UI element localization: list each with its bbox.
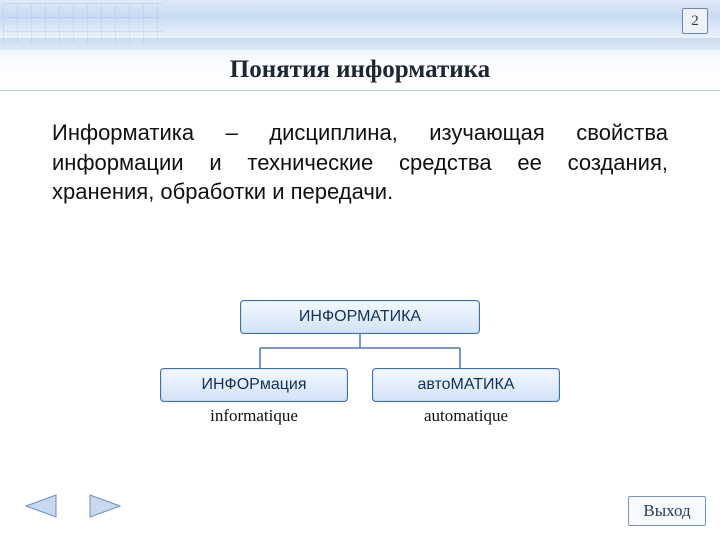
triangle-left-icon	[24, 493, 58, 519]
triangle-right-icon	[88, 493, 122, 519]
etymology-diagram: ИНФОРМАТИКА ИНФОРмация informatique авто…	[160, 300, 560, 426]
diagram-root-box: ИНФОРМАТИКА	[240, 300, 480, 334]
prev-slide-button[interactable]	[22, 492, 60, 520]
next-slide-button[interactable]	[86, 492, 124, 520]
page-number-badge: 2	[682, 8, 708, 34]
diagram-child-sublabel-right: automatique	[372, 406, 560, 426]
slide-title: Понятия информатика	[0, 56, 720, 84]
body-paragraph: Информатика – дисциплина, изучающая свой…	[52, 118, 668, 207]
nav-arrows	[22, 492, 124, 520]
exit-button[interactable]: Выход	[628, 496, 706, 526]
diagram-connectors	[160, 334, 560, 368]
diagram-child-box-left: ИНФОРмация	[160, 368, 348, 402]
connector-path	[260, 334, 460, 368]
title-rule	[0, 90, 720, 91]
header-grid-decoration	[3, 3, 163, 43]
diagram-child-box-right: автоМАТИКА	[372, 368, 560, 402]
diagram-child-sublabel-left: informatique	[160, 406, 348, 426]
